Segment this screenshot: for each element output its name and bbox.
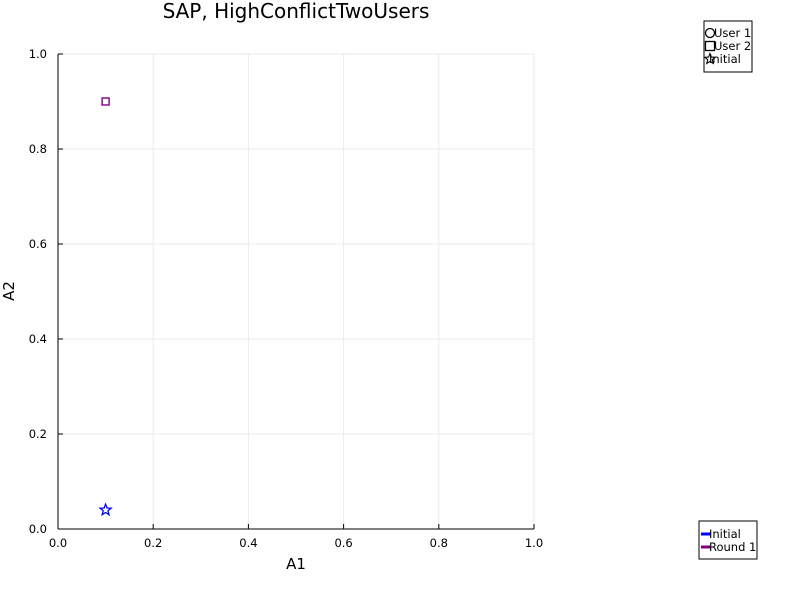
legend-square-icon [704,40,716,52]
y-tick-label: 0.0 [29,522,47,536]
legend-markers: User 1 User 2 Initial [703,20,753,73]
chart-title: SAP, HighConflictTwoUsers [163,0,430,23]
x-ticks: 0.0 0.2 0.4 0.6 0.8 1.0 [49,524,543,550]
y-ticks: 0.0 0.2 0.4 0.6 0.8 1.0 [29,47,63,536]
data-points [98,97,113,517]
x-axis-label: A1 [286,555,306,573]
legend-label-user-2: User 2 [714,39,751,53]
x-tick-label: 0.2 [144,536,162,550]
data-point-round-1 [101,97,110,106]
legend-label-initial: Initial [709,52,741,66]
data-point-initial [98,502,113,517]
x-tick-label: 0.0 [49,536,67,550]
y-tick-label: 0.8 [29,142,47,156]
legend-label-user-1: User 1 [714,26,751,40]
legend-series: Initial Round 1 [698,520,758,560]
y-tick-label: 0.2 [29,427,47,441]
grid [58,53,535,529]
legend-series-box [698,520,758,560]
y-tick-label: 1.0 [29,47,47,61]
x-tick-label: 0.6 [334,536,352,550]
x-tick-label: 1.0 [525,536,543,550]
y-tick-label: 0.4 [29,332,47,346]
legend-circle-icon [704,27,716,39]
x-tick-label: 0.8 [430,536,448,550]
y-axis-label: A2 [0,281,18,301]
x-tick-label: 0.4 [239,536,257,550]
legend-label-series-round-1: Round 1 [709,540,756,554]
legend-label-series-initial: Initial [709,527,741,541]
y-tick-label: 0.6 [29,237,47,251]
legend-star-icon [703,52,717,65]
